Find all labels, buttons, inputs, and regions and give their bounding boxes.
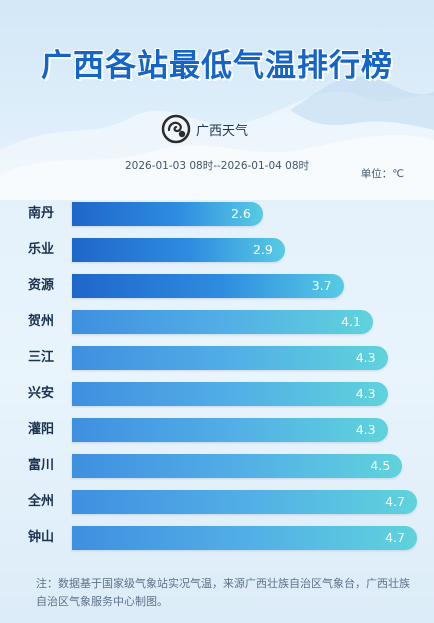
temperature-bar xyxy=(72,238,285,262)
value-label: 4.5 xyxy=(370,458,391,473)
bar-row: 灌阳 4.3 xyxy=(0,418,434,442)
value-label: 4.7 xyxy=(385,530,405,545)
temperature-bar xyxy=(72,526,417,550)
value-label: 4.7 xyxy=(385,494,405,509)
value-label: 4.3 xyxy=(355,386,376,401)
time-range: 2026-01-03 08时--2026-01-04 08时 xyxy=(124,160,310,172)
footer-note: 注：数据基于国家级气象站实况气温，来源广西壮族自治区气象台，广西壮族自治区气象服… xyxy=(36,577,410,608)
category-label: 灌阳 xyxy=(28,422,55,437)
bar-row: 南丹 2.6 xyxy=(0,202,434,226)
bar-row: 钟山 4.7 xyxy=(0,526,434,550)
category-label: 南丹 xyxy=(28,206,55,221)
brand-name: 广西天气 xyxy=(196,123,249,139)
page-title: 广西各站最低气温排行榜 xyxy=(41,48,393,84)
category-label: 贺州 xyxy=(28,314,55,329)
temperature-bar xyxy=(72,274,344,298)
temperature-bar xyxy=(72,202,263,226)
category-label: 兴安 xyxy=(28,386,55,401)
unit-label: 单位：℃ xyxy=(360,168,404,180)
category-label: 乐业 xyxy=(28,242,55,257)
brand: 广西天气 xyxy=(160,113,248,145)
bar-row: 富川 4.5 xyxy=(0,454,434,478)
bar-row: 三江 4.3 xyxy=(0,346,434,370)
temperature-bar xyxy=(72,454,403,478)
category-label: 钟山 xyxy=(28,530,55,545)
bar-row: 资源 3.7 xyxy=(0,274,434,298)
bar-row: 乐业 2.9 xyxy=(0,238,434,262)
category-label: 资源 xyxy=(28,278,55,293)
value-label: 2.6 xyxy=(230,206,251,221)
value-label: 4.1 xyxy=(341,314,361,329)
bar-row: 全州 4.7 xyxy=(0,490,434,514)
bar-row: 兴安 4.3 xyxy=(0,382,434,406)
mountain-background xyxy=(0,76,434,200)
temperature-bar xyxy=(72,490,417,514)
category-label: 全州 xyxy=(28,494,55,509)
temperature-bar xyxy=(72,382,388,406)
category-label: 富川 xyxy=(28,458,55,473)
weather-logo-icon xyxy=(161,114,191,144)
temperature-bar xyxy=(72,418,388,442)
temperature-bar xyxy=(72,310,373,334)
category-label: 三江 xyxy=(28,350,55,365)
bar-row: 贺州 4.1 xyxy=(0,310,434,334)
value-label: 3.7 xyxy=(311,278,332,293)
value-label: 2.9 xyxy=(252,242,273,257)
value-label: 4.3 xyxy=(355,350,376,365)
temperature-bar xyxy=(72,346,388,370)
value-label: 4.3 xyxy=(355,422,376,437)
